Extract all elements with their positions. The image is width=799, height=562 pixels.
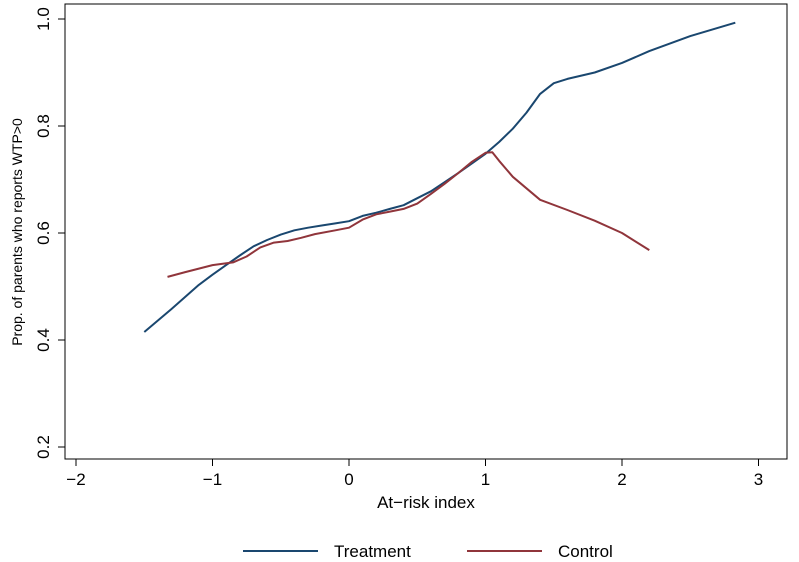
y-tick-label: 0.2: [34, 435, 53, 459]
x-tick-label: −1: [203, 470, 222, 489]
x-axis: −2 −1 0 1 2 3: [66, 459, 763, 489]
y-tick-label: 0.6: [34, 221, 53, 245]
y-tick-label: 0.4: [34, 328, 53, 352]
legend-label-treatment: Treatment: [334, 542, 411, 561]
x-tick-label: 2: [617, 470, 626, 489]
x-tick-label: −2: [66, 470, 85, 489]
x-tick-label: 0: [344, 470, 353, 489]
y-axis: 0.2 0.4 0.6 0.8 1.0: [34, 7, 65, 459]
plot-area: [64, 3, 788, 460]
legend: Treatment Control: [243, 542, 613, 561]
series-line-treatment: [143, 21, 736, 333]
y-axis-title: Prop. of parents who reports WTP>0: [9, 118, 25, 346]
y-tick-label: 1.0: [34, 7, 53, 31]
legend-label-control: Control: [558, 542, 613, 561]
y-tick-label: 0.8: [34, 114, 53, 138]
series-line-control: [167, 151, 650, 278]
x-axis-title: At−risk index: [377, 493, 475, 512]
series-lines: [143, 21, 736, 333]
x-tick-label: 3: [754, 470, 763, 489]
x-tick-label: 1: [481, 470, 490, 489]
